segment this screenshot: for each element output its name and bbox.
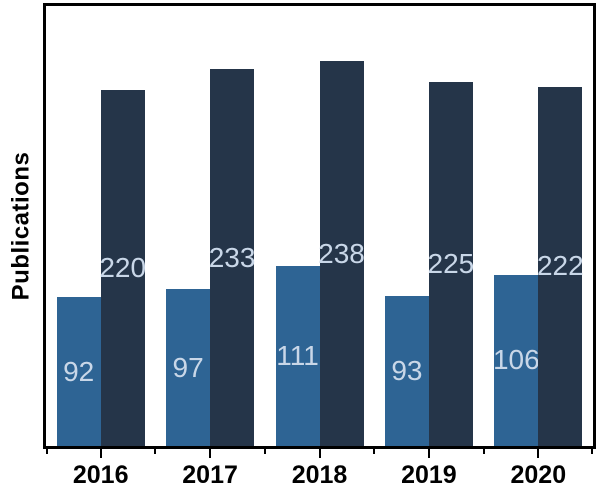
bar-value-label: 97 [172, 351, 204, 383]
x-tick-minor [263, 449, 266, 454]
x-tick-minor [46, 449, 48, 454]
bar-value-label: 233 [208, 241, 256, 273]
bar-value-label: 225 [427, 248, 475, 280]
x-tick-label: 2019 [401, 461, 457, 489]
x-tick-minor [373, 449, 376, 454]
bar: 111 [275, 266, 320, 446]
bar: 220 [99, 90, 147, 446]
bar: 92 [56, 297, 101, 446]
bar-value-label: 92 [63, 355, 95, 387]
bar: 97 [166, 289, 211, 446]
y-axis-title-area: Publications [0, 3, 43, 449]
x-tick-major [318, 449, 321, 458]
x-axis: 2016 2017 2018 2019 2020 [46, 449, 593, 489]
bar-value-label: 238 [318, 237, 365, 269]
x-tick-major [99, 449, 102, 458]
x-tick-minor [154, 449, 157, 454]
x-tick-label: 2020 [510, 461, 567, 489]
bar: 225 [427, 82, 475, 446]
bar: 93 [384, 295, 429, 446]
bar-value-label: 106 [492, 344, 540, 376]
x-tick-label: 2018 [291, 461, 348, 489]
x-tick-minor [591, 449, 593, 454]
x-tick-major [209, 449, 212, 458]
bar: 238 [318, 61, 365, 446]
x-tick-major [537, 449, 540, 458]
plot-inner: 92 220 97 233 111 238 93 225 106 222 [46, 6, 593, 446]
x-tick-major [427, 449, 430, 458]
bar: 106 [492, 274, 540, 446]
plot-area: 92 220 97 233 111 238 93 225 106 222 [43, 3, 596, 449]
x-tick-label: 2016 [72, 461, 129, 489]
y-axis-title: Publications [7, 151, 35, 301]
bar: 222 [536, 86, 584, 446]
bar: 233 [208, 69, 256, 446]
bar-value-label: 222 [536, 250, 584, 282]
bar-value-label: 220 [99, 252, 147, 284]
x-tick-label: 2017 [182, 461, 238, 489]
x-tick-minor [482, 449, 485, 454]
bar-value-label: 93 [391, 354, 423, 386]
bar-value-label: 111 [276, 340, 319, 372]
